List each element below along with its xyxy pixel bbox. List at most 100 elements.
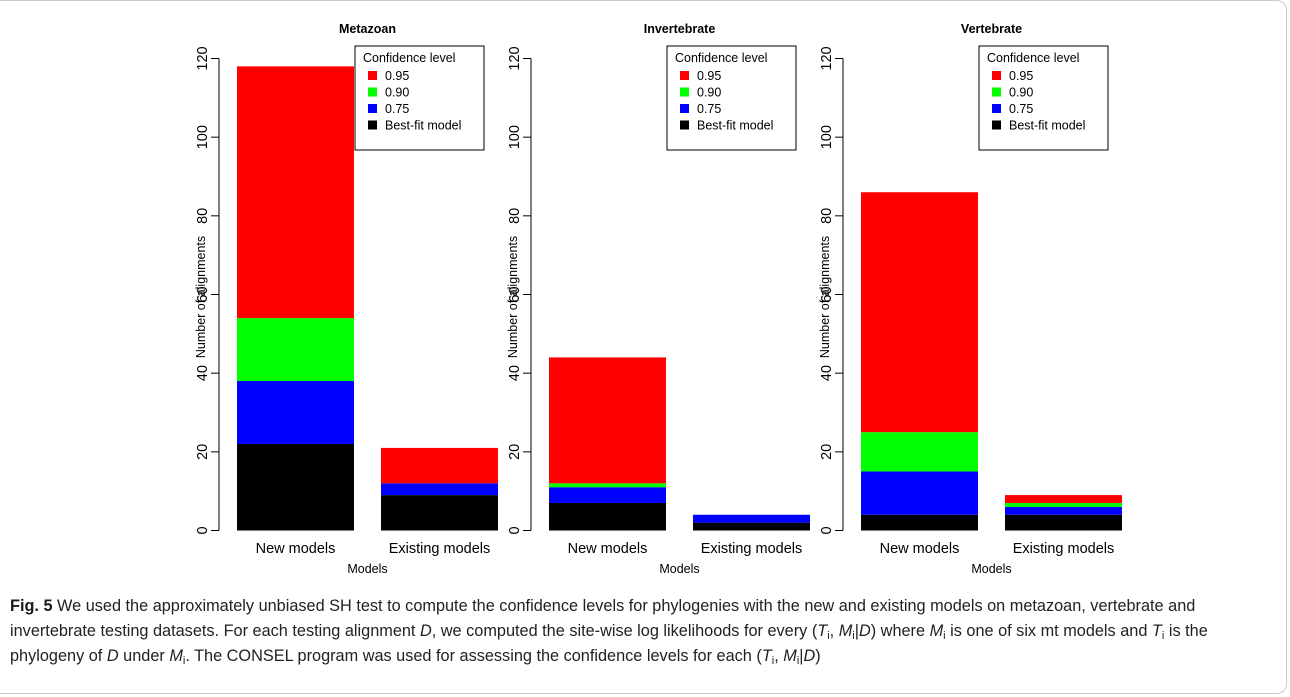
caption-subscript: i xyxy=(1161,629,1165,642)
caption-var: D xyxy=(106,646,119,665)
y-axis-label: Number of alignments xyxy=(818,236,832,358)
chart-panel-vertebrate: Vertebrate 0 20 40 60 80 100 120 Number of align… xyxy=(818,22,1122,576)
legend-swatch xyxy=(992,87,1001,97)
legend-swatch xyxy=(368,87,377,97)
y-tick-label: 60 xyxy=(507,286,523,302)
bar-segment xyxy=(381,447,498,484)
figure-caption: Fig. 5 We used the approximately unbiase… xyxy=(10,594,1272,668)
y-tick-label: 20 xyxy=(507,444,523,460)
legend: Confidence level 0.95 0.90 0.75 Best-fit mod… xyxy=(666,45,797,151)
bar-segment xyxy=(549,483,666,488)
y-tick-label: 100 xyxy=(507,125,523,149)
caption-text: , xyxy=(774,646,784,665)
y-tick-label: 0 xyxy=(507,526,523,534)
legend-title: Confidence level xyxy=(675,51,767,65)
bar-segment xyxy=(1005,502,1122,507)
y-tick-label: 0 xyxy=(195,526,211,534)
y-axis-label: Number of alignments xyxy=(506,236,520,358)
caption-text: where xyxy=(876,621,930,640)
bar-segment xyxy=(861,471,978,515)
bar-segment xyxy=(549,487,666,503)
legend-label: 0.95 xyxy=(385,69,409,83)
bar-segment xyxy=(1005,506,1122,515)
bar-segment xyxy=(1005,495,1122,503)
y-tick-label: 20 xyxy=(819,444,835,460)
y-tick-label: 80 xyxy=(507,208,523,224)
legend-label: 0.90 xyxy=(697,86,721,100)
legend-swatch xyxy=(368,71,377,80)
bar-segment xyxy=(861,514,978,531)
figure-label: Fig. 5 xyxy=(10,597,53,615)
x-axis-label: Models xyxy=(971,562,1011,576)
bar-segment xyxy=(237,443,354,531)
caption-var: D xyxy=(419,621,432,640)
y-tick-label: 80 xyxy=(195,208,211,224)
x-axis-label: Models xyxy=(347,562,387,576)
x-tick-label: Existing models xyxy=(389,541,491,557)
chart-title: Metazoan xyxy=(339,22,396,36)
caption-subscript: i xyxy=(827,629,830,642)
caption-text: We used the approximately unbiased SH te… xyxy=(10,597,1196,640)
x-axis-label: Models xyxy=(659,562,699,576)
caption-subscript: i xyxy=(771,654,775,667)
legend-label: 0.95 xyxy=(1009,69,1033,83)
y-tick-label: 80 xyxy=(819,208,835,224)
legend-label: 0.90 xyxy=(385,86,409,100)
bar-segment xyxy=(381,495,498,531)
x-tick-label: Existing models xyxy=(1013,541,1115,557)
bar-segment xyxy=(1005,514,1122,531)
legend-box xyxy=(666,45,797,151)
caption-text: ) xyxy=(870,621,877,640)
bar-segment xyxy=(237,381,354,444)
y-axis-label: Number of alignments xyxy=(194,236,208,358)
bar-segment xyxy=(693,514,810,523)
legend-swatch xyxy=(992,104,1001,113)
figure-charts: Metazoan 0 20 40 60 80 100 120 Number of alignme… xyxy=(194,22,1122,576)
caption-text: under xyxy=(118,646,170,665)
caption-var: T xyxy=(761,646,772,665)
y-tick-label: 100 xyxy=(195,125,211,149)
y-tick-label: 60 xyxy=(195,286,211,302)
y-tick-label: 120 xyxy=(507,46,523,70)
bar-segment xyxy=(237,318,354,382)
legend-swatch xyxy=(680,87,689,97)
x-tick-label: New models xyxy=(568,541,648,557)
bar-segment xyxy=(693,522,810,531)
caption-text: . The CONSEL program was used for assess… xyxy=(185,646,762,665)
bar-segment xyxy=(237,66,354,319)
legend: Confidence level 0.95 0.90 0.75 Best-fit mod… xyxy=(354,45,485,151)
bar-segment xyxy=(861,192,978,433)
caption-var: M xyxy=(783,646,797,665)
caption-var: D xyxy=(858,621,871,640)
legend-label: 0.75 xyxy=(385,102,409,116)
legend-label: 0.75 xyxy=(697,102,721,116)
chart-panel-invertebrate: Invertebrate 0 20 40 60 80 100 120 Number of ali… xyxy=(506,22,810,576)
legend-swatch xyxy=(368,104,377,113)
bar-segment xyxy=(549,502,666,531)
caption-var: D xyxy=(803,646,816,665)
y-tick-label: 120 xyxy=(195,46,211,70)
caption-text: | xyxy=(799,646,804,665)
legend-swatch xyxy=(992,71,1001,80)
y-tick-label: 120 xyxy=(819,46,835,70)
legend-label: 0.75 xyxy=(1009,102,1033,116)
x-tick-label: Existing models xyxy=(701,541,803,557)
legend-title: Confidence level xyxy=(987,51,1079,65)
legend-box xyxy=(354,45,485,151)
legend-label: Best-fit model xyxy=(385,119,461,133)
chart-title: Invertebrate xyxy=(644,22,716,36)
legend-label: Best-fit model xyxy=(697,119,773,133)
caption-var: M xyxy=(838,621,853,640)
legend-label: Best-fit model xyxy=(1009,119,1085,133)
caption-subscript: i xyxy=(852,629,855,642)
caption-var: T xyxy=(1151,621,1162,640)
chart-panel-metazoan: Metazoan 0 20 40 60 80 100 120 Number of alignme… xyxy=(194,22,498,576)
y-tick-label: 20 xyxy=(195,444,211,460)
legend-swatch xyxy=(368,120,377,130)
bar-segment xyxy=(381,483,498,496)
legend: Confidence level 0.95 0.90 0.75 Best-fit mod… xyxy=(978,45,1109,151)
caption-text: , we computed the site-wise log likeliho… xyxy=(431,621,818,640)
caption-subscript: i xyxy=(943,629,946,642)
caption-text: is one of six mt models and xyxy=(945,621,1152,640)
y-tick-label: 60 xyxy=(819,286,835,302)
